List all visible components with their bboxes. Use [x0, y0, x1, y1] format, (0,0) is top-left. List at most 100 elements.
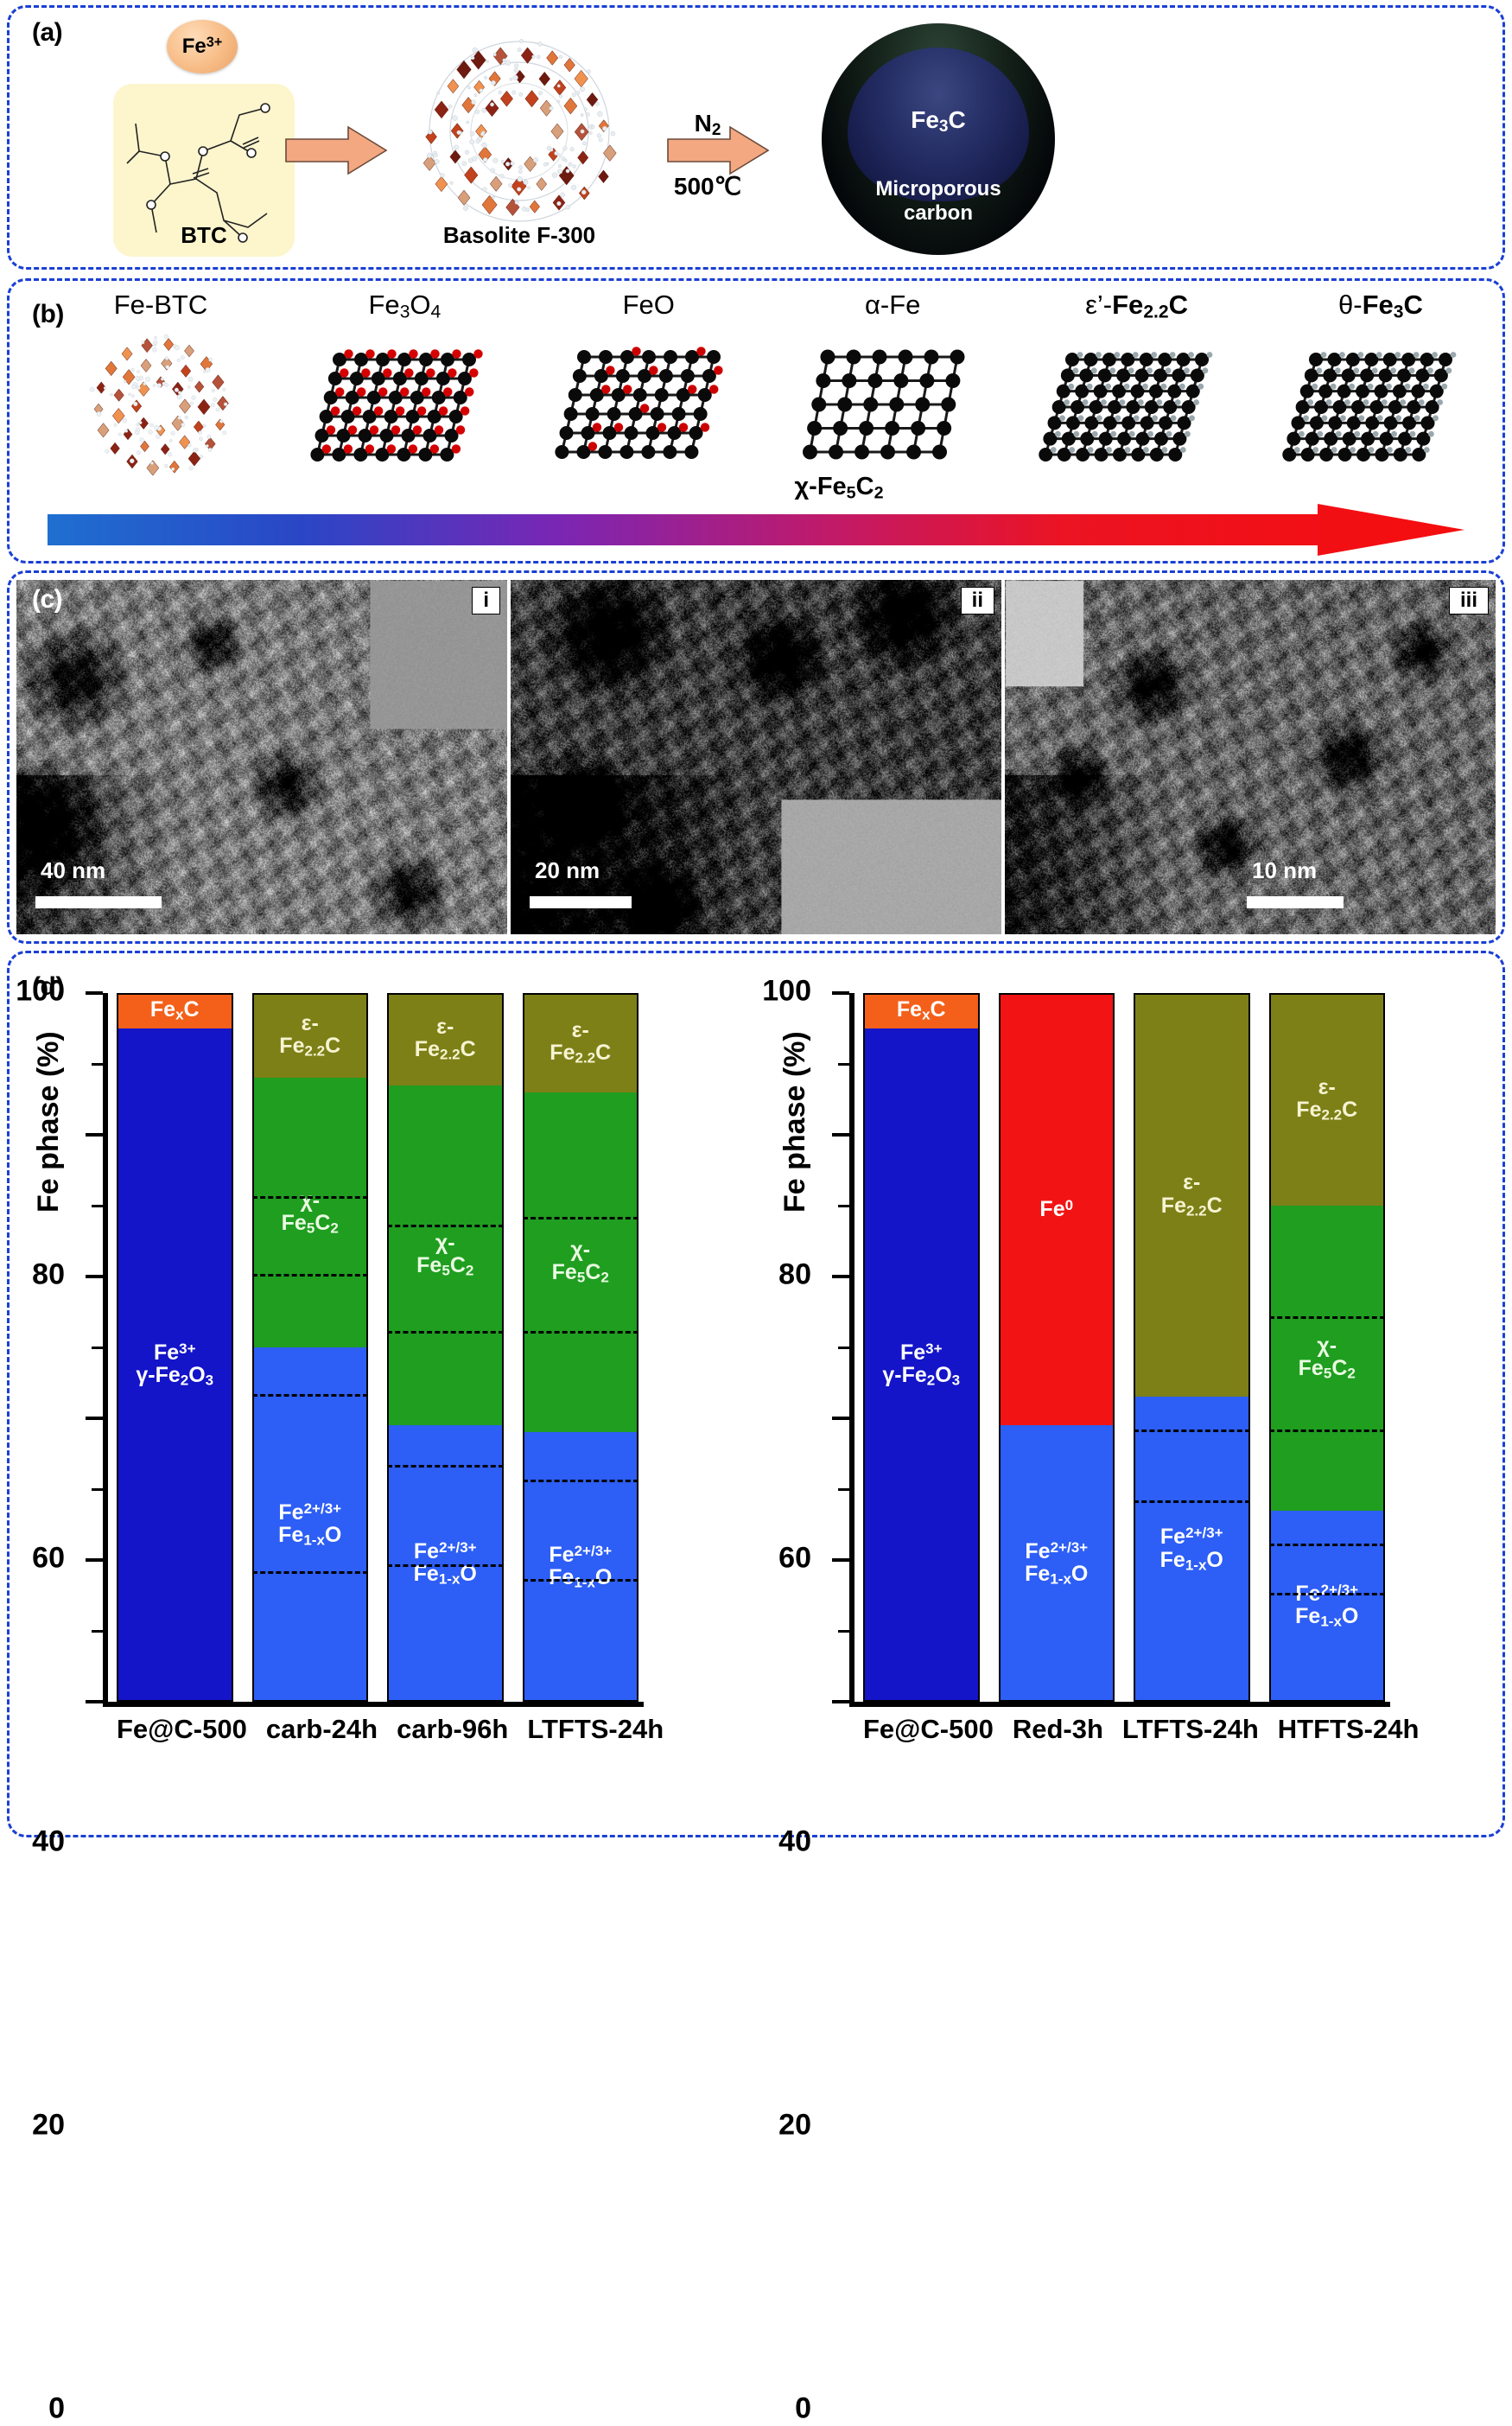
segment-label: ε- Fe2.2C — [1160, 1170, 1223, 1219]
bar-segment: ε- Fe2.2C — [251, 993, 368, 1079]
sub-component-line — [251, 1571, 368, 1575]
chart-left-ylabel: Fe phase (%) — [32, 1031, 65, 1213]
segment-label: χ- Fe5C2 — [416, 1230, 474, 1279]
scale-bar-iii — [1247, 896, 1344, 908]
bar-htfts-24h[interactable]: Fe2+/3+ Fe1-xO χ- Fe5C2 ε- Fe2.2C — [1268, 993, 1385, 1702]
panel-a-tag: (a) — [32, 18, 63, 47]
chart-right-plot: Fe3+ γ-Fe2O3 FexC Fe2+/3+ Fe1-xO Fe0 Fe2+/3+ Fe… — [762, 975, 1390, 2425]
bar-segment: χ- Fe5C2 — [387, 1085, 504, 1426]
structure-theta-fe3c — [1282, 351, 1457, 462]
y-minor-tick-50 — [92, 1346, 103, 1349]
x-axis-label: LTFTS-24h — [527, 1714, 664, 1744]
phase-col-fe3o4: Fe3O4 — [296, 290, 512, 506]
segment-label: χ- Fe5C2 — [551, 1238, 609, 1287]
x-axis-label: Fe@C-500 — [117, 1714, 247, 1744]
bar-segment: Fe2+/3+ Fe1-xO — [387, 1425, 504, 1702]
segment-label: FexC — [149, 997, 200, 1023]
bar-segment: χ- Fe5C2 — [1268, 1206, 1385, 1511]
bar-segment: FexC — [863, 993, 980, 1028]
sub-component-line — [1134, 1429, 1250, 1433]
chart-left: Fe phase (%) Fe3+ γ-Fe2O3 FexC Fe2+/3+ Fe1-x… — [10, 953, 756, 2425]
panel-a-synthesis: (a) Fe3+ + BTC — [7, 5, 1505, 270]
panel-b-phase-evolution: (b) Fe-BTC Fe3O4 FeO α-Fe ε’-Fe2.2C θ-Fe… — [7, 278, 1505, 564]
tem-image-i: i 40 nm — [16, 580, 507, 934]
bar-red-3h[interactable]: Fe2+/3+ Fe1-xO Fe0 — [998, 993, 1115, 1702]
y-minor-tick-70 — [92, 1204, 103, 1207]
scale-bar-ii — [530, 896, 632, 908]
y-tick-100: 100 — [762, 975, 849, 1008]
bar-fe-c-500[interactable]: Fe3+ γ-Fe2O3 FexC — [863, 993, 980, 1702]
chi-fe5c2-label: χ-Fe5C2 — [794, 473, 884, 503]
y-tick-label-0: 0 — [795, 2391, 811, 2425]
y-tick-label-60: 60 — [778, 1541, 811, 1575]
bar-fe-c-500[interactable]: Fe3+ γ-Fe2O3 FexC — [117, 993, 233, 1702]
segment-label: Fe3+ γ-Fe2O3 — [882, 1340, 961, 1390]
bar-ltfts-24h[interactable]: Fe2+/3+ Fe1-xO χ- Fe5C2 ε- Fe2.2C — [522, 993, 638, 1702]
phase-label-theta-fe3c: θ-Fe3C — [1338, 290, 1423, 322]
bar-segment: Fe2+/3+ Fe1-xO — [1268, 1510, 1385, 1702]
panel-d-tag: (d) — [32, 972, 64, 1001]
bar-segment: ε- Fe2.2C — [1268, 993, 1385, 1206]
y-tick-label-60: 60 — [32, 1541, 65, 1575]
x-axis-label: Red-3h — [1012, 1714, 1103, 1744]
segment-label: Fe2+/3+ Fe1-xO — [278, 1500, 342, 1549]
chart-left-y-axis — [103, 993, 108, 1702]
segment-label: Fe3+ γ-Fe2O3 — [136, 1340, 214, 1390]
y-minor-tick-10 — [838, 1629, 849, 1633]
bar-segment: Fe0 — [998, 993, 1115, 1426]
microporous-line1: Microporous — [875, 177, 1001, 201]
y-tick-label-0: 0 — [48, 2391, 65, 2425]
phase-structure-row: Fe-BTC Fe3O4 FeO α-Fe ε’-Fe2.2C θ-Fe3C — [53, 290, 1489, 506]
segment-label: ε- Fe2.2C — [550, 1018, 612, 1067]
phase-col-fe-btc: Fe-BTC — [53, 290, 269, 506]
scale-bar-i — [35, 896, 162, 908]
y-tick-label-100: 100 — [762, 974, 811, 1008]
segment-label: ε- Fe2.2C — [1296, 1074, 1358, 1124]
sub-component-line — [387, 1224, 504, 1227]
segment-label: Fe2+/3+ Fe1-xO — [1159, 1525, 1223, 1574]
phase-label-fe3o4: Fe3O4 — [368, 290, 442, 322]
fe3-ion-label: Fe3+ — [181, 35, 223, 58]
bar-ltfts-24h[interactable]: Fe2+/3+ Fe1-xO ε- Fe2.2C — [1134, 993, 1250, 1702]
sub-component-line — [251, 1195, 368, 1199]
bar-segment: ε- Fe2.2C — [387, 993, 504, 1086]
sub-component-line — [387, 1465, 504, 1468]
y-minor-tick-90 — [838, 1062, 849, 1066]
phase-col-eps-fe22c: ε’-Fe2.2C — [1029, 290, 1245, 506]
chart-right-bars: Fe3+ γ-Fe2O3 FexC Fe2+/3+ Fe1-xO Fe0 Fe2+/3+ Fe… — [863, 993, 1385, 1702]
phase-col-theta-fe3c: θ-Fe3C — [1273, 290, 1489, 506]
bar-segment: ε- Fe2.2C — [522, 993, 638, 1092]
y-tick-0: 0 — [795, 1700, 849, 2425]
sub-component-line — [387, 1330, 504, 1334]
scale-text-ii: 20 nm — [535, 857, 600, 883]
bar-carb-24h[interactable]: Fe2+/3+ Fe1-xO χ- Fe5C2 ε- Fe2.2C — [251, 993, 368, 1702]
sub-component-line — [522, 1578, 638, 1582]
chart-right-xlabels: Fe@C-500 Red-3h LTFTS-24h HTFTS-24h — [863, 1714, 1419, 1745]
sub-component-line — [1268, 1593, 1385, 1595]
y-minor-tick-50 — [838, 1346, 849, 1349]
sub-component-line — [387, 1564, 504, 1568]
sub-component-line — [522, 1217, 638, 1220]
tem-badge-iii: iii — [1448, 587, 1489, 614]
y-tick-label-40: 40 — [778, 1824, 811, 1858]
y-tick-100: 100 — [16, 975, 103, 1008]
y-tick-label-100: 100 — [16, 974, 65, 1008]
bar-segment: Fe2+/3+ Fe1-xO — [522, 1432, 638, 1702]
microporous-carbon-label: Microporous carbon — [822, 177, 1055, 225]
bar-segment: Fe3+ γ-Fe2O3 — [863, 1028, 980, 1702]
scale-text-iii: 10 nm — [1252, 857, 1318, 883]
chart-right-y-axis — [849, 993, 854, 1702]
bar-segment: Fe3+ γ-Fe2O3 — [117, 1028, 233, 1702]
phase-progression-arrow — [48, 504, 1464, 556]
panel-c-tag: (c) — [32, 585, 63, 614]
fe3c-core-label: Fe3C — [911, 106, 966, 137]
y-tick-label-40: 40 — [32, 1824, 65, 1858]
panel-b-tag: (b) — [32, 300, 64, 328]
y-tick-40: 40 — [778, 1417, 849, 1858]
y-tick-60: 60 — [32, 1275, 103, 1575]
bar-carb-96h[interactable]: Fe2+/3+ Fe1-xO χ- Fe5C2 ε- Fe2.2C — [387, 993, 504, 1702]
segment-label: FexC — [896, 997, 946, 1023]
basolite-mof-structure — [422, 39, 617, 222]
basolite-label: Basolite F-300 — [442, 222, 596, 248]
tem-badge-ii: ii — [960, 587, 994, 614]
